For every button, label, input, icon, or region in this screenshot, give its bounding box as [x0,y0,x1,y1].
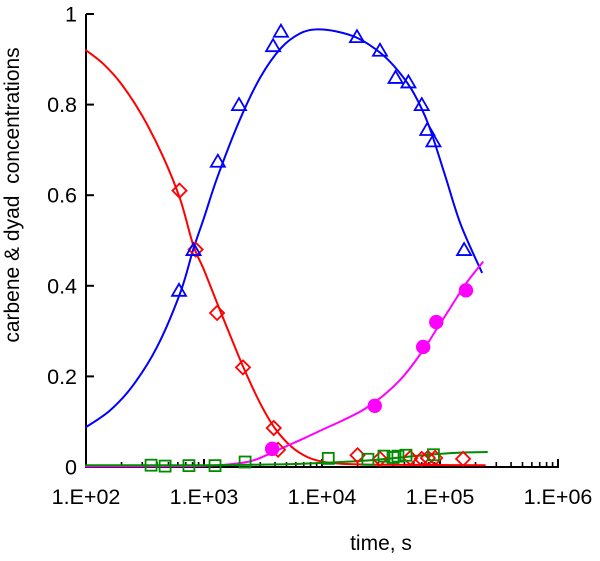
marker-square [391,449,405,463]
series-magenta-fit-curve [85,261,484,468]
marker-circle [458,283,474,298]
marker-triangle [413,96,431,111]
marker-circle [415,339,431,355]
x-tick-label: 1.E+02 [52,485,121,509]
marker-triangle [424,132,443,148]
marker-square [361,452,375,466]
marker-triangle [272,22,290,38]
marker-triangle [399,73,417,89]
marker-diamond [265,419,283,437]
y-tick-label: 0.4 [47,274,77,298]
marker-square [427,448,440,462]
marker-diamond [413,450,430,468]
marker-square [144,458,158,472]
marker-square [238,455,252,469]
y-tick-label: 0.2 [47,365,77,389]
marker-square [377,449,391,463]
marker-square [208,459,222,473]
marker-square [182,459,196,473]
marker-square [399,448,413,462]
marker-triangle [184,241,203,256]
marker-diamond [208,304,226,322]
series-green-fit-curve [85,451,488,467]
marker-circle [264,441,280,457]
marker-diamond [419,449,437,467]
y-axis-title: carbene & dyad concentrations [1,47,24,343]
marker-triangle [418,121,436,136]
marker-triangle [264,37,282,53]
marker-triangle [455,241,473,256]
marker-circle [367,398,382,414]
marker-diamond [454,450,472,468]
marker-triangle [386,69,405,84]
x-tick-label: 1.E+05 [406,485,475,509]
y-tick-label: 0.6 [47,184,77,208]
marker-square [158,459,172,473]
x-tick-label: 1.E+06 [524,485,593,509]
x-tick-label: 1.E+04 [288,485,357,509]
marker-triangle [170,282,188,297]
marker-diamond [402,449,419,467]
marker-diamond [234,359,252,376]
marker-triangle [371,41,389,57]
marker-triangle [348,28,366,44]
marker-diamond [349,446,366,464]
series-blue-fit-curve [85,28,483,429]
x-tick-label: 1.E+03 [170,485,239,509]
marker-diamond [171,182,188,199]
marker-diamond [371,450,389,468]
marker-triangle [209,152,227,168]
y-tick-label: 0 [65,456,77,480]
x-axis-title: time, s [350,532,412,555]
marker-square [321,451,335,465]
y-tick-label: 1 [65,3,77,27]
y-tick-label: 0.8 [47,93,77,117]
marker-triangle [230,96,248,111]
marker-circle [429,314,444,330]
series-red-fit-curve [85,49,486,467]
